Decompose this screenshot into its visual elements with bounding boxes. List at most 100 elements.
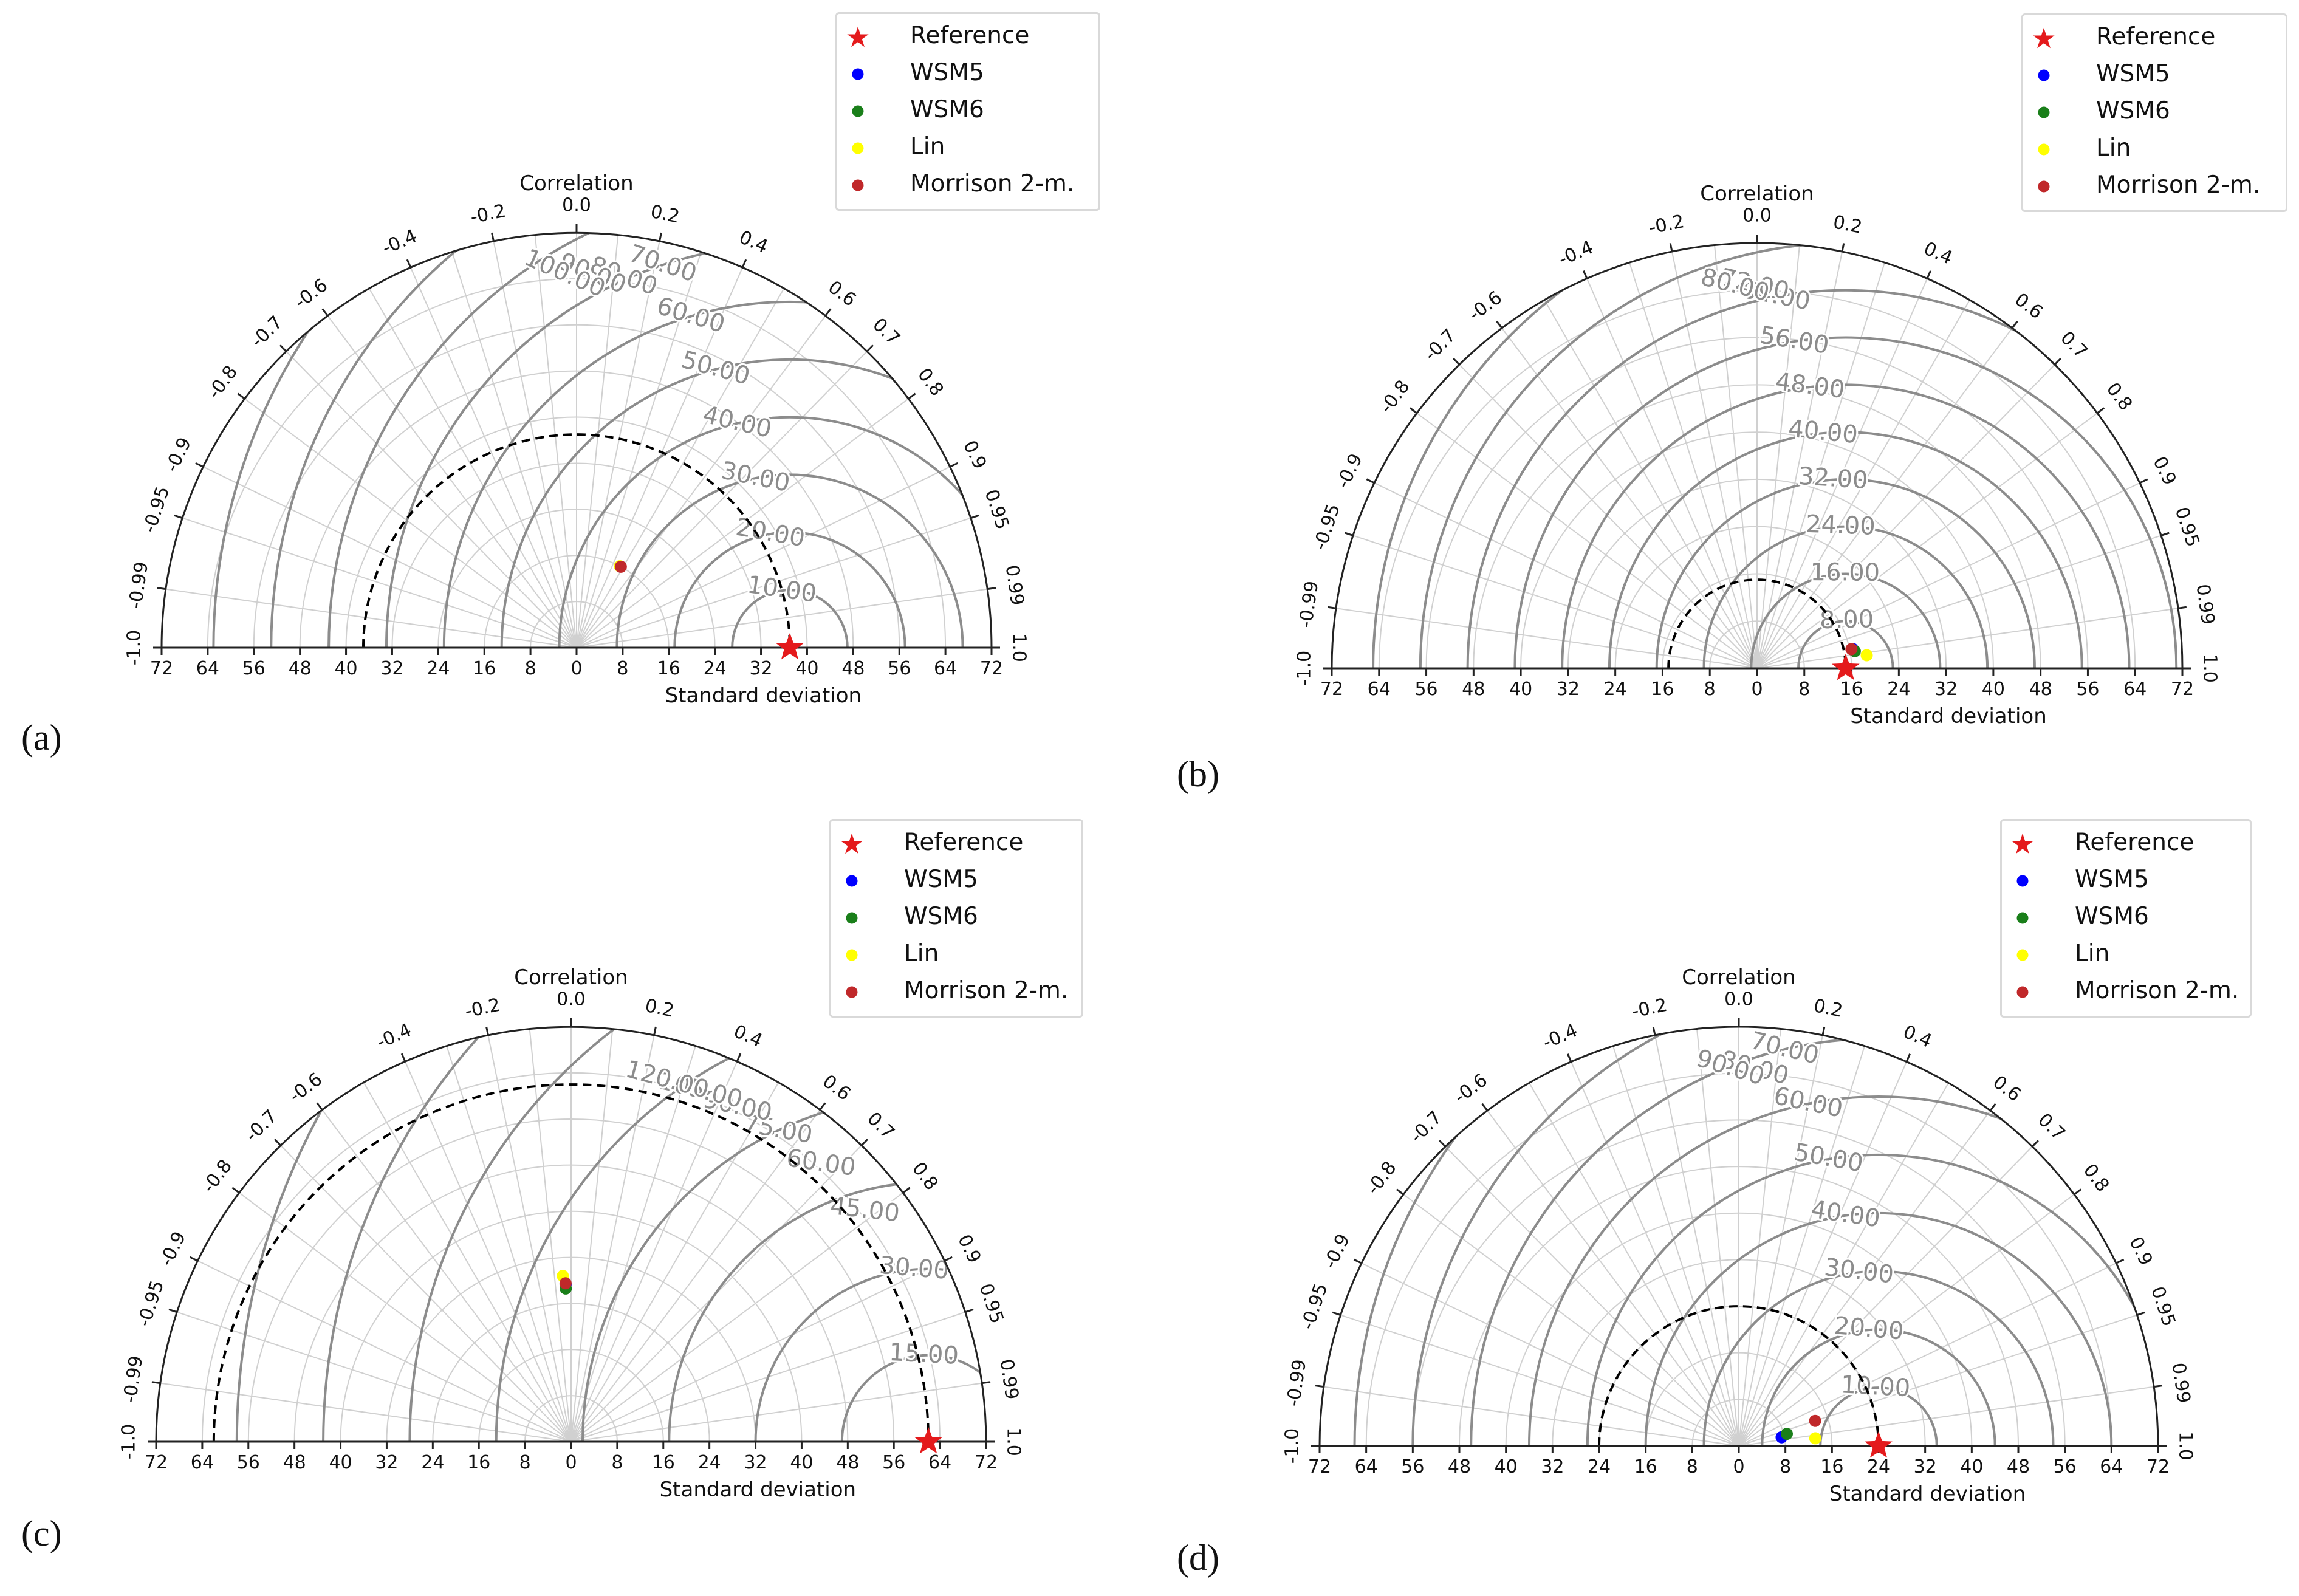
std-tick-label: 16 bbox=[467, 1452, 490, 1473]
legend-marker-wsm6 bbox=[2016, 912, 2029, 924]
std-tick-label: 56 bbox=[888, 658, 911, 679]
std-tick-label: 8 bbox=[525, 658, 536, 679]
legend-marker-reference: ★ bbox=[839, 827, 865, 860]
correlation-tick-label: 0.7 bbox=[2033, 1109, 2069, 1145]
correlation-tick bbox=[1453, 358, 1461, 366]
std-tick-label: 0 bbox=[565, 1452, 577, 1473]
std-gridline bbox=[437, 509, 716, 648]
panel-label-d: (d) bbox=[1177, 1538, 1219, 1578]
legend-marker-wsm5 bbox=[2016, 875, 2029, 887]
legend-marker-wsm6 bbox=[852, 105, 864, 117]
correlation-tick bbox=[2054, 358, 2061, 366]
taylor-diagram-a: 10.0020.0030.0040.0050.0060.0070.0080.00… bbox=[124, 171, 1030, 708]
correlation-tick bbox=[2116, 1258, 2125, 1264]
taylor-panel-b: 8.00 16.00 24.00 32.00 40.00 48.00 56.00 64.00 7… bbox=[1150, 0, 2299, 808]
legend-label: WSM6 bbox=[2096, 97, 2170, 125]
std-tick-label: 72 bbox=[980, 658, 1003, 679]
correlation-gridline bbox=[197, 1260, 572, 1442]
std-gridline bbox=[1505, 1213, 1973, 1447]
correlation-tick bbox=[987, 587, 996, 591]
correlation-tick bbox=[653, 1026, 657, 1036]
data-point-lin bbox=[1860, 649, 1873, 662]
correlation-gridline bbox=[1529, 1082, 1739, 1447]
correlation-tick-label: -0.9 bbox=[161, 434, 196, 476]
correlation-tick bbox=[950, 462, 958, 468]
correlation-tick-label: 0.99 bbox=[2192, 583, 2219, 626]
correlation-tick bbox=[1841, 243, 1845, 252]
correlation-tick-label: 0.0 bbox=[1724, 989, 1753, 1010]
rms-contour-label: 50.00 bbox=[679, 346, 753, 391]
rms-contour bbox=[1513, 336, 2178, 668]
rms-contour bbox=[1761, 1328, 1996, 1446]
legend-a: ★ Reference WSM5 WSM6 Lin Morrison 2-m. bbox=[835, 12, 1100, 211]
rms-contour-label: 50.00 bbox=[1792, 1139, 1865, 1178]
legend-label: Reference bbox=[2096, 23, 2216, 50]
legend-c: ★ Reference WSM5 WSM6 Lin Morrison 2-m. bbox=[829, 819, 1083, 1018]
correlation-tick-label: 0.2 bbox=[643, 995, 676, 1022]
correlation-gridline bbox=[1487, 1110, 1739, 1447]
correlation-tick bbox=[1353, 1258, 1362, 1264]
correlation-tick bbox=[1366, 478, 1375, 484]
correlation-tick-label: -0.2 bbox=[463, 995, 502, 1022]
correlation-tick-label: 0.6 bbox=[1989, 1072, 2024, 1106]
correlation-title: Correlation bbox=[1682, 965, 1795, 990]
correlation-tick bbox=[1821, 1026, 1826, 1036]
correlation-tick bbox=[2031, 1140, 2039, 1148]
correlation-tick-label: -0.4 bbox=[1540, 1020, 1581, 1053]
rms-contour-label: 10.00 bbox=[745, 570, 818, 608]
correlation-tick bbox=[944, 1256, 953, 1262]
correlation-tick-label: -1.0 bbox=[118, 1424, 140, 1460]
correlation-tick-label: 0.95 bbox=[2171, 504, 2204, 549]
std-gridline bbox=[386, 1256, 756, 1442]
legend-marker-morrison bbox=[2038, 180, 2050, 193]
correlation-tick bbox=[736, 1053, 742, 1062]
correlation-gridline bbox=[1738, 1082, 1949, 1447]
correlation-gridline bbox=[570, 1029, 614, 1442]
correlation-gridline bbox=[576, 466, 951, 648]
correlation-tick bbox=[1327, 606, 1337, 609]
correlation-tick bbox=[2160, 532, 2170, 536]
correlation-tick bbox=[231, 1187, 240, 1194]
correlation-gridline bbox=[487, 1035, 572, 1442]
reference-std-arc bbox=[1598, 1305, 1880, 1447]
legend-label: Morrison 2-m. bbox=[904, 977, 1069, 1004]
correlation-tick bbox=[866, 344, 874, 352]
correlation-tick-label: -0.99 bbox=[1283, 1358, 1311, 1408]
correlation-tick-label: -0.4 bbox=[1555, 236, 1597, 270]
correlation-gridline bbox=[321, 1109, 572, 1442]
legend-marker-reference: ★ bbox=[845, 21, 871, 53]
rms-contour-label: 40.00 bbox=[1787, 415, 1859, 450]
correlation-tick bbox=[970, 514, 979, 519]
reference-std-arc bbox=[212, 1083, 930, 1442]
legend-d: ★ Reference WSM5 WSM6 Lin Morrison 2-m. bbox=[2000, 819, 2252, 1018]
legend-marker-lin bbox=[852, 142, 864, 154]
std-tick-label: 32 bbox=[1557, 679, 1580, 700]
std-tick-label: 56 bbox=[2054, 1456, 2077, 1478]
legend-marker-lin bbox=[2038, 143, 2050, 156]
correlation-gridline bbox=[1403, 1194, 1739, 1447]
correlation-gridline bbox=[182, 517, 577, 648]
std-gridline bbox=[432, 1303, 710, 1442]
reference-star-marker bbox=[1865, 1431, 1893, 1458]
rms-contour bbox=[1702, 525, 1989, 668]
rms-contour bbox=[673, 531, 906, 648]
correlation-gridline bbox=[1756, 482, 2140, 669]
rms-contour-label: 16.00 bbox=[1810, 558, 1880, 587]
rms-contour bbox=[1750, 572, 1942, 668]
correlation-tick-label: -0.6 bbox=[285, 1069, 326, 1107]
legend-marker-reference: ★ bbox=[2010, 827, 2035, 860]
correlation-gridline bbox=[363, 1082, 572, 1442]
std-tick-label: 32 bbox=[375, 1452, 398, 1473]
legend-entry-wsm5: WSM5 bbox=[2023, 57, 2286, 94]
correlation-tick-label: -0.8 bbox=[1376, 376, 1414, 417]
correlation-gridline bbox=[1756, 364, 2055, 669]
legend-label: Lin bbox=[2096, 134, 2131, 162]
correlation-gridline bbox=[1714, 245, 1758, 669]
correlation-tick bbox=[908, 392, 916, 400]
legend-label: Reference bbox=[910, 22, 1030, 49]
std-tick-label: 32 bbox=[744, 1452, 767, 1473]
correlation-tick bbox=[2139, 478, 2148, 484]
std-tick-label: 64 bbox=[934, 658, 957, 679]
std-tick-label: 8 bbox=[1687, 1456, 1698, 1478]
legend-entry-wsm5: WSM5 bbox=[831, 863, 1081, 900]
